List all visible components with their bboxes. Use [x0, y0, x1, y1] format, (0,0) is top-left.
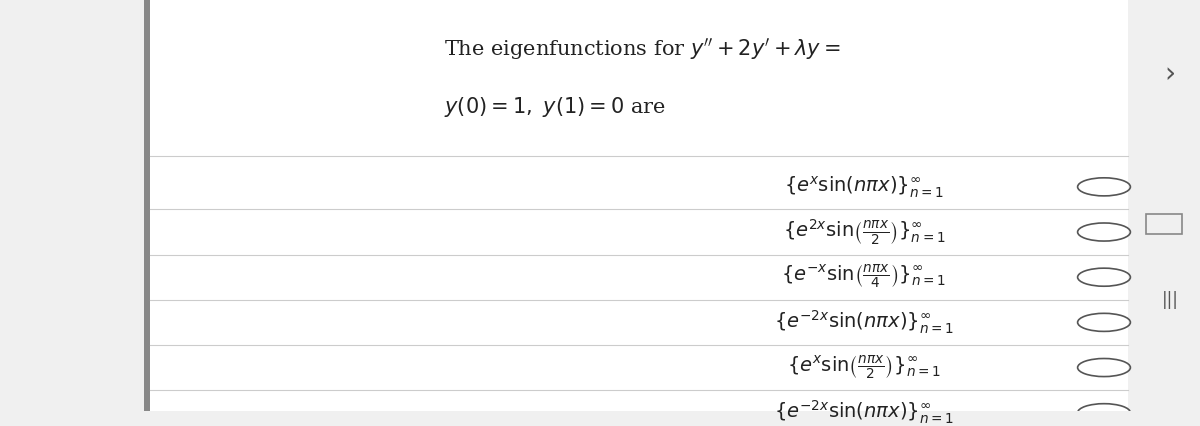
Text: $\{e^{-2x}\sin\!\left(n\pi x\right)\}_{n=1}^{\infty}$: $\{e^{-2x}\sin\!\left(n\pi x\right)\}_{n…: [774, 399, 954, 426]
Text: |||: |||: [1162, 291, 1178, 309]
FancyBboxPatch shape: [144, 0, 1128, 411]
FancyBboxPatch shape: [144, 0, 150, 411]
Text: $\{e^{-2x}\sin(n\pi x)\}_{n=1}^{\infty}$: $\{e^{-2x}\sin(n\pi x)\}_{n=1}^{\infty}$: [774, 309, 954, 336]
Text: $y(0) = 1,\ y(1) = 0$ are: $y(0) = 1,\ y(1) = 0$ are: [444, 95, 666, 119]
Text: The eigenfunctions for $y'' + 2y' + \lambda y =$: The eigenfunctions for $y'' + 2y' + \lam…: [444, 36, 841, 62]
Text: ›: ›: [1164, 60, 1176, 88]
Text: $\{e^{-x}\sin\!\left(\frac{n\pi x}{4}\right)\}_{n=1}^{\infty}$: $\{e^{-x}\sin\!\left(\frac{n\pi x}{4}\ri…: [781, 263, 947, 291]
Text: $\{e^{x}\sin(n\pi x)\}_{n=1}^{\infty}$: $\{e^{x}\sin(n\pi x)\}_{n=1}^{\infty}$: [784, 174, 944, 200]
Text: $\{e^{x}\sin\!\left(\frac{n\pi x}{2}\right)\}_{n=1}^{\infty}$: $\{e^{x}\sin\!\left(\frac{n\pi x}{2}\rig…: [787, 354, 941, 382]
Text: $\{e^{2x}\sin\!\left(\frac{n\pi x}{2}\right)\}_{n=1}^{\infty}$: $\{e^{2x}\sin\!\left(\frac{n\pi x}{2}\ri…: [782, 217, 946, 247]
